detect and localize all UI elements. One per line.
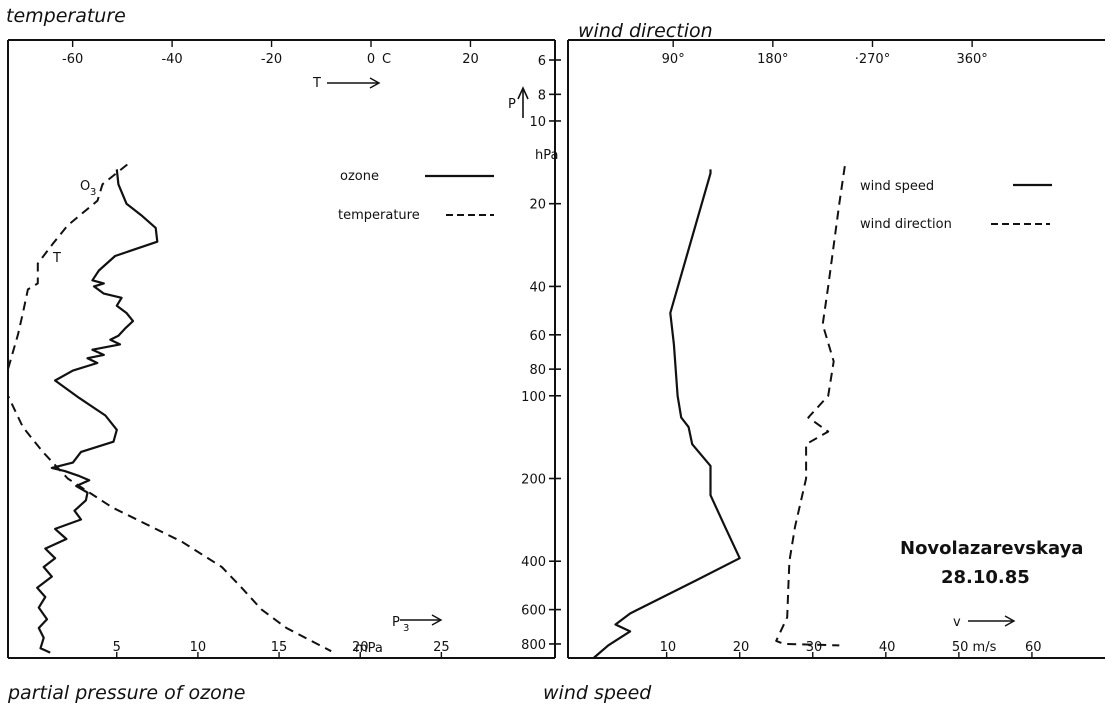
wind-speed-axis-arrow — [968, 615, 1016, 627]
ozone-tick-label-15: 15 — [271, 640, 288, 655]
wind-direction-tick-label-360: 360° — [956, 52, 987, 67]
wind-direction-axis: 90° 180° ·270° 360° — [662, 40, 988, 67]
wind-speed-tick-label-20: 20 — [733, 640, 750, 655]
temperature-tick-label-0: 0 — [367, 52, 375, 67]
curves — [7, 163, 846, 659]
temperature-axis-arrow — [327, 77, 381, 89]
pressure-tick-label-8: 8 — [538, 88, 546, 103]
pressure-tick-label-20: 20 — [529, 198, 546, 213]
temperature-tick-label-20: 20 — [462, 52, 479, 67]
wind-direction-tick-label-180: 180° — [757, 52, 788, 67]
wind-speed-axis-label: v — [953, 615, 961, 630]
ozone-tick-label-25: 25 — [433, 640, 450, 655]
title-wind-speed: wind speed — [543, 682, 652, 704]
pressure-unit-label: hPa — [535, 148, 558, 163]
wind-direction-curve — [775, 165, 846, 647]
pressure-tick-label-40: 40 — [529, 280, 546, 295]
title-temperature: temperature — [6, 5, 126, 27]
ozone-curve-marker: O 3 — [80, 179, 96, 198]
pressure-tick-label-10: 10 — [529, 115, 546, 130]
pressure-tick-label-6: 6 — [538, 54, 546, 69]
temperature-axis-label: T — [312, 76, 321, 91]
pressure-axis-label: P — [508, 97, 516, 112]
temperature-curve — [7, 163, 332, 653]
temperature-curve-marker: T — [52, 251, 61, 266]
legend-wind-speed-label: wind speed — [860, 179, 934, 194]
wind-speed-tick-label-60: 60 — [1025, 640, 1042, 655]
wind-speed-curve — [592, 169, 741, 659]
pressure-axis-arrow — [517, 86, 529, 118]
ozone-pressure-axis: 5 10 15 20 25 — [113, 640, 450, 658]
svg-text:O: O — [80, 179, 90, 194]
ozone-tick-label-20: 20 — [352, 640, 369, 655]
legend-ozone-label: ozone — [340, 169, 379, 184]
legend-temperature-label: temperature — [338, 208, 420, 223]
wind-speed-tick-label-10: 10 — [660, 640, 677, 655]
wind-speed-tick-label-40: 40 — [879, 640, 896, 655]
wind-speed-tick-label-30: 30 — [806, 640, 823, 655]
ozone-tick-label-5: 5 — [113, 640, 121, 655]
pressure-tick-label-80: 80 — [529, 363, 546, 378]
pressure-tick-label-200: 200 — [521, 472, 546, 487]
svg-text:P: P — [392, 615, 400, 630]
legend-left: ozone temperature — [338, 169, 494, 223]
left-panel-frame — [7, 39, 555, 659]
temperature-axis: -60 -40 -20 0 20 — [62, 40, 479, 67]
sounding-date: 28.10.85 — [941, 567, 1030, 588]
pressure-tick-label-600: 600 — [521, 604, 546, 619]
wind-direction-tick-label-270: ·270° — [855, 52, 890, 67]
pressure-tick-label-800: 800 — [521, 638, 546, 653]
title-partial-pressure-of-ozone: partial pressure of ozone — [7, 682, 245, 704]
wind-speed-axis: 10 20 30 40 50 m/s 60 — [660, 640, 1042, 658]
ozone-pressure-axis-arrow — [400, 614, 443, 626]
title-wind-direction: wind direction — [578, 20, 713, 42]
temperature-tick-label-40: -40 — [161, 52, 182, 67]
pressure-tick-label-60: 60 — [529, 329, 546, 344]
legend-wind-direction-label: wind direction — [860, 217, 952, 232]
wind-direction-tick-label-90: 90° — [662, 52, 685, 67]
ozone-curve — [36, 169, 159, 654]
temperature-tick-label-60: -60 — [62, 52, 83, 67]
temperature-tick-label-20: -20 — [261, 52, 282, 67]
ozone-pressure-unit: mPa — [355, 641, 383, 656]
wind-speed-tick-label-50: 50 m/s — [952, 640, 997, 655]
temperature-unit-label: C — [382, 52, 391, 67]
pressure-tick-label-100: 100 — [521, 390, 546, 405]
svg-text:3: 3 — [90, 187, 96, 198]
pressure-axis: 6 8 10 20 40 60 80 100 200 400 600 800 — [521, 40, 561, 658]
svg-text:3: 3 — [403, 623, 409, 634]
legend-right: wind speed wind direction — [860, 179, 1052, 232]
pressure-tick-label-400: 400 — [521, 555, 546, 570]
ozone-pressure-axis-label: P 3 — [392, 615, 409, 634]
ozone-tick-label-10: 10 — [190, 640, 207, 655]
station-name: Novolazarevskaya — [900, 538, 1083, 559]
right-panel-frame — [567, 39, 1105, 659]
